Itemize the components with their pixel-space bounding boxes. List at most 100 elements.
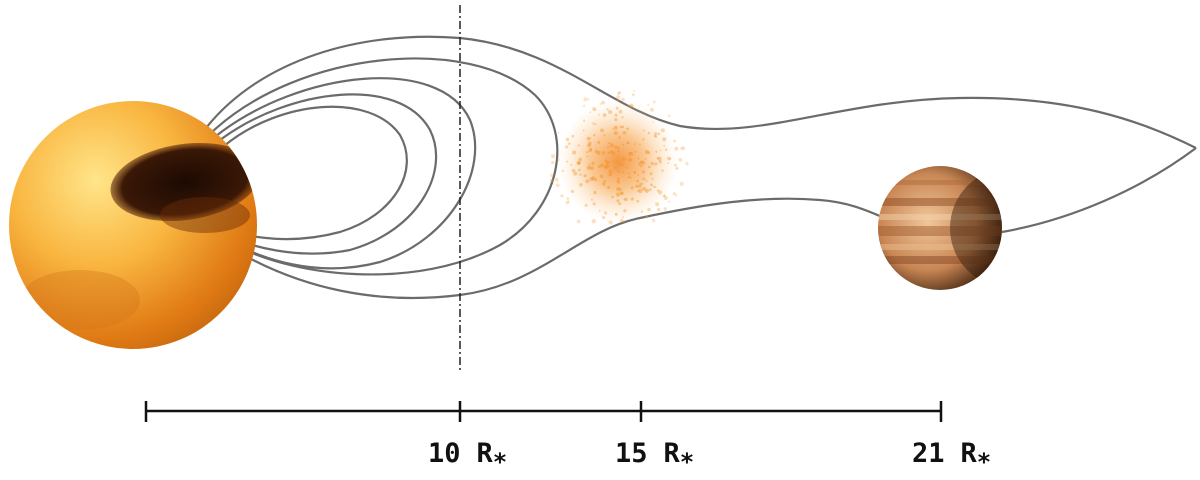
tick-label-15: 15 R* (615, 438, 694, 476)
plasma-speck (616, 155, 620, 158)
plasma-speck (555, 177, 558, 180)
plasma-speck (566, 160, 569, 163)
plasma-speck (621, 220, 624, 223)
plasma-speck (608, 142, 611, 145)
plasma-speck (555, 183, 560, 188)
plasma-speck (663, 194, 666, 197)
plasma-speck (616, 179, 620, 183)
plasma-cloud-icon (549, 90, 689, 225)
plasma-speck (641, 170, 645, 174)
plasma-speck (616, 98, 620, 102)
plasma-speck (600, 163, 604, 168)
plasma-speck (654, 135, 658, 138)
plasma-speck (675, 167, 679, 170)
plasma-speck (614, 145, 618, 149)
plasma-speck (636, 179, 640, 183)
plasma-speck (623, 209, 627, 213)
plasma-speck (640, 210, 644, 214)
plasma-speck (549, 178, 554, 183)
plasma-speck (634, 150, 637, 153)
plasma-speck (579, 183, 583, 187)
plasma-speck (626, 166, 629, 169)
plasma-speck (602, 181, 606, 186)
plasma-speck (606, 145, 610, 149)
plasma-speck (603, 179, 607, 183)
plasma-speck (652, 185, 655, 188)
plasma-speck (576, 219, 581, 224)
plasma-speck (604, 211, 608, 215)
plasma-speck (555, 178, 559, 182)
plasma-speck (647, 104, 650, 106)
plasma-speck (650, 161, 654, 166)
plasma-speck (624, 197, 628, 202)
plasma-speck (655, 150, 658, 153)
plasma-speck (637, 173, 640, 176)
plasma-speck (644, 158, 647, 160)
plasma-speck (653, 100, 656, 104)
plasma-speck (578, 161, 582, 165)
plasma-speck (583, 174, 587, 178)
plasma-speck (614, 118, 618, 122)
plasma-speck (661, 169, 664, 172)
plasma-speck (657, 156, 662, 161)
plasma-speck (570, 164, 573, 166)
plasma-speck (656, 189, 660, 192)
plasma-speck (602, 215, 606, 220)
plasma-speck (608, 173, 613, 177)
plasma-speck (616, 91, 621, 96)
plasma-speck (637, 189, 640, 193)
plasma-speck (630, 104, 633, 108)
plasma-speck (578, 157, 583, 162)
plasma-speck (571, 168, 576, 173)
plasma-speck (645, 179, 648, 182)
plasma-speck (618, 162, 623, 167)
plasma-speck (667, 162, 670, 165)
plasma-speck (583, 119, 586, 122)
plasma-speck (638, 184, 642, 188)
closed-loop-4 (207, 105, 408, 241)
plasma-speck (618, 136, 621, 139)
plasma-speck (679, 181, 684, 186)
plasma-speck (642, 129, 645, 132)
plasma-speck (579, 173, 582, 176)
plasma-speck (651, 177, 654, 180)
plasma-speck (617, 149, 620, 153)
plasma-speck (561, 169, 564, 173)
plasma-speck (616, 186, 621, 192)
plasma-speck (607, 151, 611, 155)
plasma-speck (617, 202, 622, 206)
plasma-speck (614, 213, 617, 216)
plasma-speck (642, 138, 645, 141)
plasma-speck (596, 150, 601, 155)
plasma-speck (621, 125, 625, 129)
distance-scale-bar (144, 401, 943, 422)
plasma-speck (598, 91, 600, 94)
plasma-speck (617, 177, 620, 181)
plasma-speck (577, 168, 581, 172)
plasma-speck (685, 162, 689, 166)
plasma-speck (652, 121, 655, 123)
plasma-speck (629, 151, 634, 156)
plasma-speck (674, 146, 679, 151)
plasma-speck (567, 142, 571, 145)
plasma-speck (667, 114, 671, 118)
plasma-speck (599, 102, 602, 105)
plasma-speck (645, 215, 649, 219)
plasma-speck (678, 158, 683, 162)
plasma-speck (617, 146, 620, 150)
plasma-speck (657, 132, 661, 136)
plasma-speck (591, 161, 595, 165)
plasma-speck (619, 188, 622, 191)
plasma-speck (557, 131, 560, 134)
plasma-speck (663, 144, 666, 147)
plasma-speck (621, 216, 625, 219)
plasma-speck (586, 151, 589, 154)
plasma-speck (586, 155, 589, 158)
plasma-speck (675, 194, 678, 197)
plasma-speck (618, 90, 622, 94)
plasma-speck (611, 195, 614, 199)
plasma-speck (659, 149, 662, 152)
plasma-speck (599, 174, 604, 179)
plasma-speck (669, 157, 672, 160)
plasma-speck (592, 122, 595, 125)
